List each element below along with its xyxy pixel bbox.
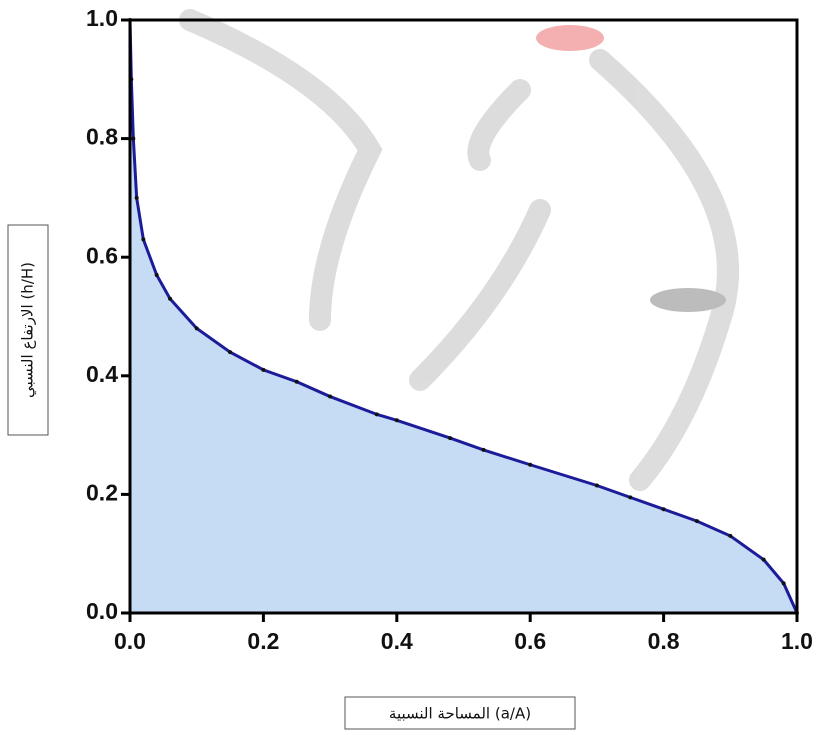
watermark-dot xyxy=(650,288,726,312)
point xyxy=(168,296,173,301)
point xyxy=(154,272,159,277)
point xyxy=(134,195,139,200)
point xyxy=(131,136,136,141)
point xyxy=(628,495,633,500)
point xyxy=(781,581,786,586)
x-tick-label: 0.4 xyxy=(381,628,413,654)
y-tick-label: 0.8 xyxy=(86,124,118,150)
point xyxy=(448,436,453,441)
y-tick-label: 0.4 xyxy=(86,361,118,387)
x-axis-label: المساحة النسبية (a/A) xyxy=(389,705,531,723)
point xyxy=(594,483,599,488)
point xyxy=(194,326,199,331)
point xyxy=(328,394,333,399)
x-tick-label: 0.0 xyxy=(114,628,146,654)
point xyxy=(374,412,379,417)
y-tick-label: 1.0 xyxy=(86,5,118,31)
y-tick-label: 0.0 xyxy=(86,598,118,624)
point xyxy=(228,350,233,355)
y-label-box xyxy=(7,224,49,436)
x-tick-label: 1.0 xyxy=(781,628,813,654)
point xyxy=(141,237,146,242)
watermark-dot xyxy=(536,25,604,51)
point xyxy=(728,533,733,538)
point xyxy=(528,462,533,467)
point xyxy=(294,379,299,384)
point xyxy=(761,557,766,562)
area-fill xyxy=(130,20,797,613)
watermark xyxy=(179,9,739,491)
point xyxy=(261,367,266,372)
y-axis-label: الارتفاع النسبي (h/H) xyxy=(19,262,38,398)
x-label-box xyxy=(344,696,576,730)
point xyxy=(481,447,486,452)
x-tick-label: 0.8 xyxy=(648,628,680,654)
point xyxy=(694,519,699,524)
y-tick-label: 0.2 xyxy=(86,479,118,505)
point xyxy=(661,507,666,512)
x-tick-label: 0.6 xyxy=(514,628,546,654)
y-tick-label: 0.6 xyxy=(86,242,118,268)
x-tick-label: 0.2 xyxy=(247,628,279,654)
point xyxy=(394,418,399,423)
